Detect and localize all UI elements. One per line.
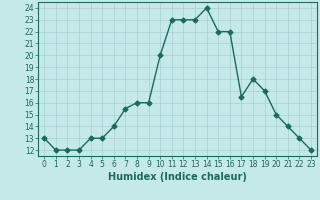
X-axis label: Humidex (Indice chaleur): Humidex (Indice chaleur): [108, 172, 247, 182]
